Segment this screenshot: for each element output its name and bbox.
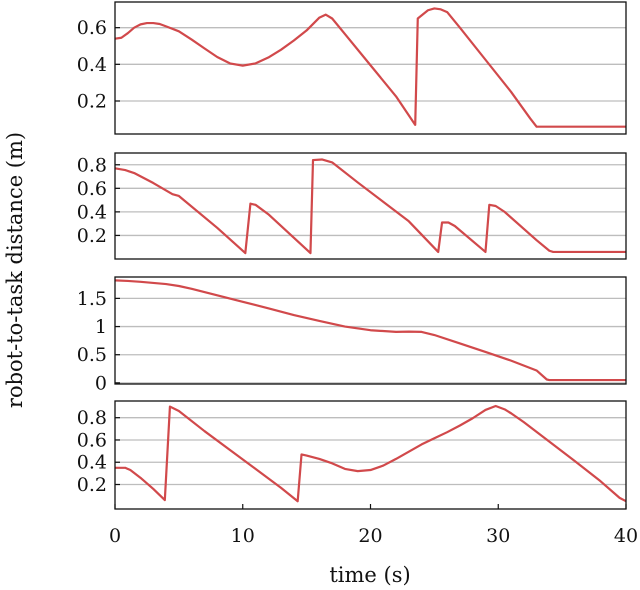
panel-1-ytick-label: 0.2 [77,91,107,113]
y-axis-label: robot-to-task distance (m) [3,132,27,408]
panel-2-ytick-label: 0.4 [77,201,107,223]
panel-2-ytick-label: 0.6 [77,178,107,200]
x-axis-label: time (s) [329,563,410,587]
panel-2-series-line [114,158,626,255]
panel-2-frame [114,152,627,260]
panel-3-series-line [114,279,626,382]
panel-4-ytick-label: 0.4 [77,452,107,474]
panel-1-ytick-label: 0.4 [77,54,107,76]
panel-4-ytick-label: 0.2 [77,474,107,496]
panel-1-ytick-label: 0.6 [77,17,107,39]
panel-3-ytick-label: 0.5 [77,344,107,366]
x-tick-label: 10 [231,525,255,547]
panel-2-ytick-label: 0.2 [77,225,107,247]
x-tick-label: 30 [486,525,510,547]
panel-4-ytick-label: 0.6 [77,429,107,451]
plot-layer: 0.20.40.60.20.40.60.800.511.50.20.40.60.… [77,1,638,547]
x-tick-label: 20 [358,525,382,547]
panel-3-ytick-label: 1.5 [77,288,107,310]
panel-3-ytick-label: 1 [95,316,107,338]
panel-2-ytick-label: 0.8 [77,154,107,176]
panel-3-frame [114,276,627,385]
panel-3-ytick-label: 0 [95,372,107,394]
panel-4-ytick-label: 0.8 [77,407,107,429]
panel-1-series-line [114,7,626,128]
x-tick-label: 40 [614,525,638,547]
panel-1-frame [114,1,627,135]
panel-4-series-line [115,404,627,503]
x-tick-label: 0 [109,525,121,547]
